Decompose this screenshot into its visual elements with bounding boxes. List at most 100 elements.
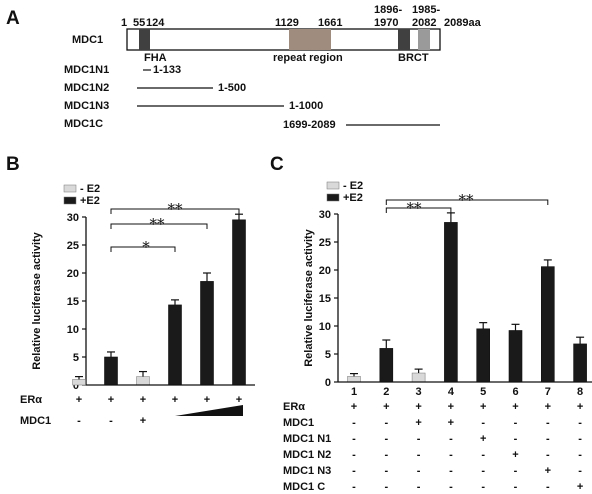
row-symbol: - bbox=[449, 481, 453, 493]
row-symbol: - bbox=[481, 449, 485, 461]
row-symbol: - bbox=[352, 465, 356, 477]
pos-1970: 1970 bbox=[374, 17, 398, 29]
row-label: MDC1 bbox=[20, 415, 51, 427]
row-symbol: - bbox=[384, 433, 388, 445]
significance-bracket bbox=[385, 207, 452, 213]
row-symbol: + bbox=[140, 394, 146, 406]
construct-c-name: MDC1C bbox=[64, 118, 103, 130]
y-tick-label: 25 bbox=[319, 237, 331, 249]
row-label: MDC1 N2 bbox=[283, 449, 331, 461]
legend-label: - E2 bbox=[80, 183, 100, 195]
y-tick-label: 20 bbox=[319, 265, 331, 277]
y-tick-label: 5 bbox=[325, 349, 331, 361]
y-tick-label: 0 bbox=[73, 380, 79, 392]
row-symbol: - bbox=[417, 465, 421, 477]
bar bbox=[347, 376, 361, 383]
row-symbol: + bbox=[204, 394, 210, 406]
legend-label: - E2 bbox=[343, 180, 363, 192]
significance-label: ** bbox=[168, 200, 184, 218]
row-symbol: - bbox=[352, 433, 356, 445]
bar bbox=[476, 328, 491, 383]
row-symbol: + bbox=[172, 394, 178, 406]
row-symbol: - bbox=[481, 417, 485, 429]
row-symbol: - bbox=[514, 433, 518, 445]
panel-letter-c: C bbox=[270, 154, 284, 175]
bar bbox=[573, 343, 587, 383]
row-symbol: - bbox=[352, 417, 356, 429]
row-symbol: + bbox=[545, 465, 551, 477]
row-symbol: - bbox=[514, 481, 518, 493]
legend-swatch bbox=[63, 196, 77, 205]
domain-map: MDC1 1 55 124 1129 1661 1896- 1970 1985-… bbox=[64, 4, 482, 131]
bar bbox=[232, 219, 246, 386]
domain-label-brct: BRCT bbox=[398, 52, 429, 64]
row-symbol: - bbox=[546, 417, 550, 429]
construct-c-range: 1699-2089 bbox=[283, 119, 336, 131]
row-symbol: - bbox=[417, 481, 421, 493]
lane-number: 1 bbox=[351, 386, 357, 398]
construct-n1-name: MDC1N1 bbox=[64, 64, 109, 76]
lane-number: 3 bbox=[416, 386, 422, 398]
row-symbol: + bbox=[140, 415, 146, 427]
domain-label-fha: FHA bbox=[144, 52, 167, 64]
significance-label: ** bbox=[407, 199, 423, 217]
row-symbol: - bbox=[546, 449, 550, 461]
row-symbol: - bbox=[77, 415, 81, 427]
significance-bracket bbox=[110, 223, 208, 229]
significance-label: * bbox=[142, 238, 150, 256]
row-symbol: - bbox=[449, 433, 453, 445]
construct-n1-range: 1-133 bbox=[153, 64, 181, 76]
bar bbox=[104, 356, 118, 386]
brct-domain-2 bbox=[418, 29, 430, 50]
row-symbol: - bbox=[417, 433, 421, 445]
pos-1661: 1661 bbox=[318, 17, 342, 29]
panel-letter-b: B bbox=[6, 154, 20, 175]
row-symbol: - bbox=[417, 449, 421, 461]
construct-n3-name: MDC1N3 bbox=[64, 100, 109, 112]
significance-bracket bbox=[385, 199, 549, 205]
row-symbol: - bbox=[578, 449, 582, 461]
y-axis-label: Relative luciferase activity bbox=[303, 228, 315, 366]
y-tick-label: 20 bbox=[67, 268, 79, 280]
row-symbol: + bbox=[236, 394, 242, 406]
row-symbol: - bbox=[481, 465, 485, 477]
protein-bar bbox=[126, 28, 441, 51]
y-tick-label: 5 bbox=[73, 352, 79, 364]
construct-n3-range: 1-1000 bbox=[289, 100, 323, 112]
y-tick-label: 30 bbox=[319, 209, 331, 221]
protein-label: MDC1 bbox=[72, 34, 103, 46]
pos-1896: 1896- bbox=[374, 4, 402, 16]
fha-domain bbox=[139, 29, 150, 50]
row-label: ERα bbox=[283, 401, 305, 413]
row-symbol: - bbox=[352, 481, 356, 493]
bar bbox=[168, 304, 182, 386]
row-symbol: - bbox=[578, 433, 582, 445]
significance-label: ** bbox=[459, 191, 475, 209]
row-symbol: - bbox=[384, 481, 388, 493]
pos-2082: 2082 bbox=[412, 17, 436, 29]
legend-swatch bbox=[63, 184, 77, 193]
row-symbol: + bbox=[415, 401, 421, 413]
row-symbol: - bbox=[514, 417, 518, 429]
bar bbox=[444, 222, 458, 383]
bar bbox=[72, 379, 86, 386]
bar bbox=[411, 372, 426, 383]
row-symbol: - bbox=[449, 449, 453, 461]
row-symbol: + bbox=[383, 401, 389, 413]
row-symbol: + bbox=[448, 417, 454, 429]
row-symbol: - bbox=[384, 417, 388, 429]
row-symbol: - bbox=[514, 465, 518, 477]
row-label: MDC1 N3 bbox=[283, 465, 331, 477]
row-symbol: - bbox=[546, 481, 550, 493]
row-symbol: + bbox=[108, 394, 114, 406]
row-label: MDC1 C bbox=[283, 481, 325, 493]
lane-number: 5 bbox=[480, 386, 486, 398]
row-symbol: - bbox=[481, 481, 485, 493]
row-symbol: - bbox=[449, 465, 453, 477]
pos-1129: 1129 bbox=[275, 17, 299, 29]
construct-n2-range: 1-500 bbox=[218, 82, 246, 94]
pos-55: 55 bbox=[133, 17, 145, 29]
domain-label-repeat: repeat region bbox=[273, 52, 343, 64]
row-symbol: + bbox=[76, 394, 82, 406]
